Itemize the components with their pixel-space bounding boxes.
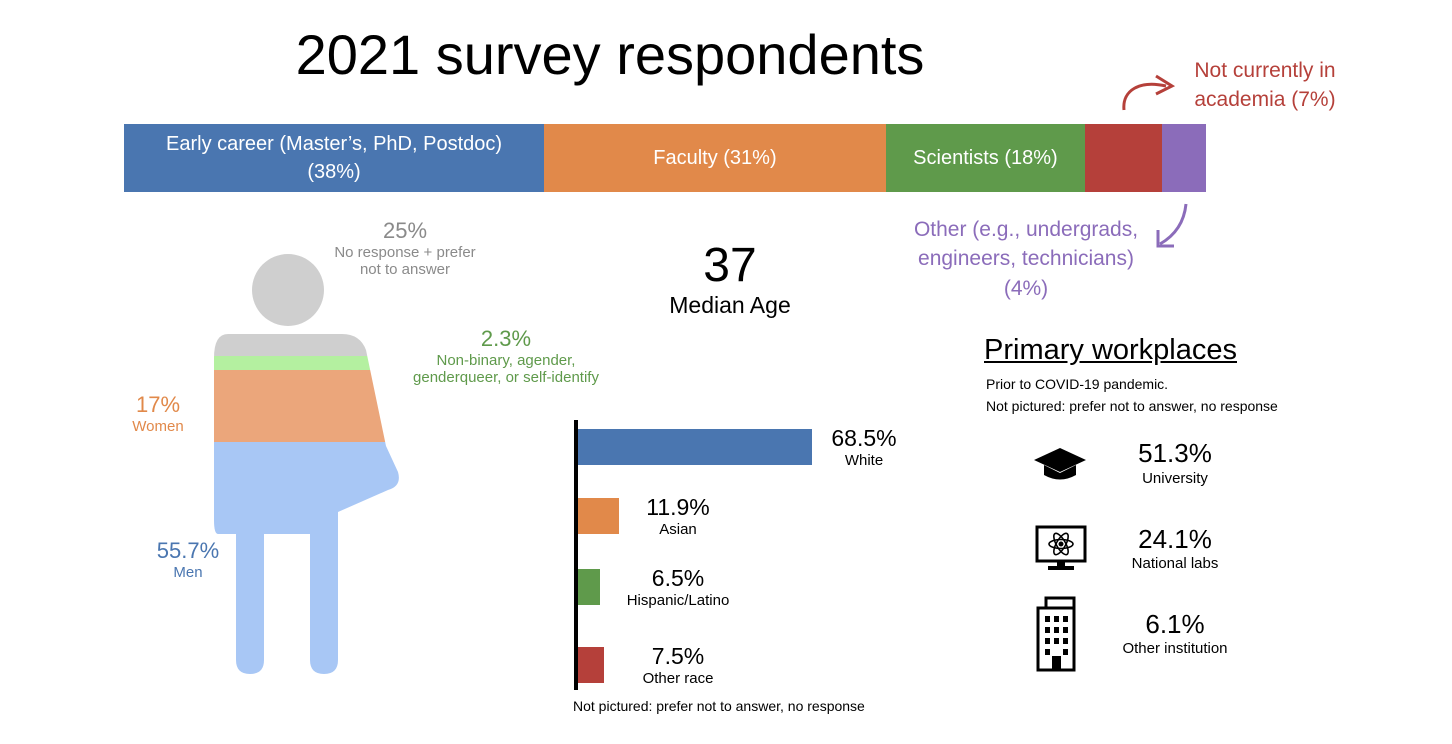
wp-label-1: National labs <box>1131 555 1219 572</box>
page-title: 2021 survey respondents <box>295 23 925 86</box>
other-line-3: (4%) <box>1003 276 1049 300</box>
office-building-icon <box>1036 596 1076 672</box>
race-axis-line <box>574 420 578 690</box>
wp-label-2: Other institution <box>1122 640 1228 657</box>
nonbinary-line-2: genderqueer, or self-identify <box>413 369 599 386</box>
career-segment-3 <box>1084 124 1163 192</box>
race-category-3: Other race <box>642 670 714 687</box>
not-academia-line-2: academia (7%) <box>1194 88 1336 112</box>
gender-figure <box>214 254 399 674</box>
career-stage-stacked-bar: Early career (Master’s, PhD, Postdoc) (38… <box>124 124 1207 192</box>
race-bar-chart: 68.5% White 11.9% Asian 6.5% Hispanic/Latino 7… <box>560 420 920 690</box>
race-value-2: 6.5% <box>651 565 705 591</box>
median-age-label: Median Age <box>669 292 791 318</box>
nonbinary-pct: 2.3% <box>480 326 532 351</box>
career-segment-0-label-1: Early career (Master’s, PhD, Postdoc) <box>166 133 503 155</box>
noresp-label: 25% No response + prefer not to answer <box>310 218 500 278</box>
career-segment-0-label-2: (38%) <box>307 161 361 183</box>
not-academia-line-1: Not currently in <box>1194 59 1336 82</box>
race-value-1: 11.9% <box>646 494 710 520</box>
race-category-2: Hispanic/Latino <box>626 592 730 609</box>
career-segment-1-label-1: Faculty (31%) <box>653 147 777 169</box>
nonbinary-label: 2.3% Non-binary, agender, genderqueer, o… <box>396 326 616 386</box>
noresp-line-2: not to answer <box>359 261 451 278</box>
other-line-1: Other (e.g., undergrads, <box>913 218 1139 241</box>
women-band <box>214 370 399 442</box>
wp-value-1: 24.1% <box>1138 524 1212 554</box>
race-value-0: 68.5% <box>831 425 897 451</box>
workplaces-note-2: Not pictured: prefer not to answer, no r… <box>986 398 1278 414</box>
career-segment-0: Early career (Master’s, PhD, Postdoc) (38… <box>124 124 545 192</box>
career-segment-1: Faculty (31%) <box>543 124 887 192</box>
career-segment-2: Scientists (18%) <box>885 124 1086 192</box>
wp-value-0: 51.3% <box>1138 438 1212 468</box>
race-bar-asian <box>578 498 619 534</box>
race-label-0: 68.5% White <box>794 425 934 469</box>
race-label-2: 6.5% Hispanic/Latino <box>608 565 748 609</box>
workplaces-title: Primary workplaces <box>984 334 1237 366</box>
race-bar-hispanic-latino <box>578 569 601 605</box>
atom-monitor-icon <box>1035 525 1087 570</box>
other-line-2: engineers, technicians) <box>918 247 1134 271</box>
wp-label-0: University <box>1142 470 1208 487</box>
race-bar-other-race <box>578 647 604 683</box>
women-pct: 17% <box>135 392 181 417</box>
wp-value-2: 6.1% <box>1145 609 1205 639</box>
red-arrow-icon <box>1122 74 1176 111</box>
nonbinary-band <box>214 356 399 370</box>
race-category-1: Asian <box>659 521 697 538</box>
noresp-line-1: No response + prefer <box>334 244 476 261</box>
median-age-value: 37 <box>703 239 757 292</box>
men-lbl: Men <box>173 564 203 581</box>
other-callout: Other (e.g., undergrads, engineers, tech… <box>896 215 1156 303</box>
women-lbl: Women <box>132 418 184 435</box>
women-label: 17% Women <box>110 392 206 435</box>
workplaces-note-1: Prior to COVID-19 pandemic. <box>986 376 1169 392</box>
purple-arrow-icon <box>1156 203 1188 248</box>
men-pct: 55.7% <box>156 538 220 563</box>
race-category-0: White <box>844 452 884 469</box>
race-bar-white <box>578 429 812 465</box>
graduation-cap-icon <box>1034 448 1086 480</box>
race-label-3: 7.5% Other race <box>608 643 748 687</box>
race-note: Not pictured: prefer not to answer, no r… <box>573 698 865 714</box>
men-label: 55.7% Men <box>140 538 236 581</box>
nonbinary-line-1: Non-binary, agender, <box>436 352 576 369</box>
not-academia-callout: Not currently in academia (7%) <box>1170 56 1360 115</box>
men-band <box>214 442 399 674</box>
career-segment-2-label-1: Scientists (18%) <box>913 147 1058 169</box>
race-label-1: 11.9% Asian <box>608 494 748 538</box>
race-value-3: 7.5% <box>651 643 705 669</box>
noresp-pct: 25% <box>382 218 428 243</box>
career-segment-4 <box>1161 124 1207 192</box>
